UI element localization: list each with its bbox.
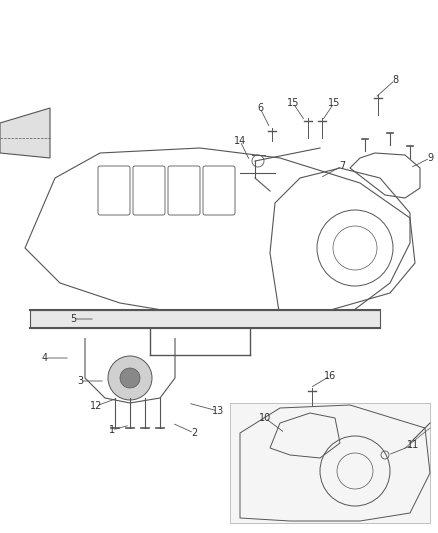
Text: 12: 12	[90, 401, 102, 411]
Text: 14: 14	[234, 136, 246, 146]
Text: 10: 10	[259, 413, 271, 423]
Text: 2: 2	[191, 428, 197, 438]
Text: 16: 16	[324, 371, 336, 381]
Text: 8: 8	[392, 75, 398, 85]
FancyBboxPatch shape	[30, 310, 380, 328]
FancyBboxPatch shape	[230, 403, 430, 523]
Text: 9: 9	[427, 153, 433, 163]
Text: 4: 4	[42, 353, 48, 363]
Text: 7: 7	[339, 161, 345, 171]
Text: 15: 15	[287, 98, 299, 108]
Text: 15: 15	[328, 98, 340, 108]
Circle shape	[120, 368, 140, 388]
Text: 6: 6	[257, 103, 263, 113]
Circle shape	[108, 356, 152, 400]
Text: 1: 1	[109, 425, 115, 435]
Text: 5: 5	[70, 314, 76, 324]
Text: 3: 3	[77, 376, 83, 386]
Text: 13: 13	[212, 406, 224, 416]
Text: 11: 11	[407, 440, 419, 450]
Polygon shape	[0, 108, 50, 158]
